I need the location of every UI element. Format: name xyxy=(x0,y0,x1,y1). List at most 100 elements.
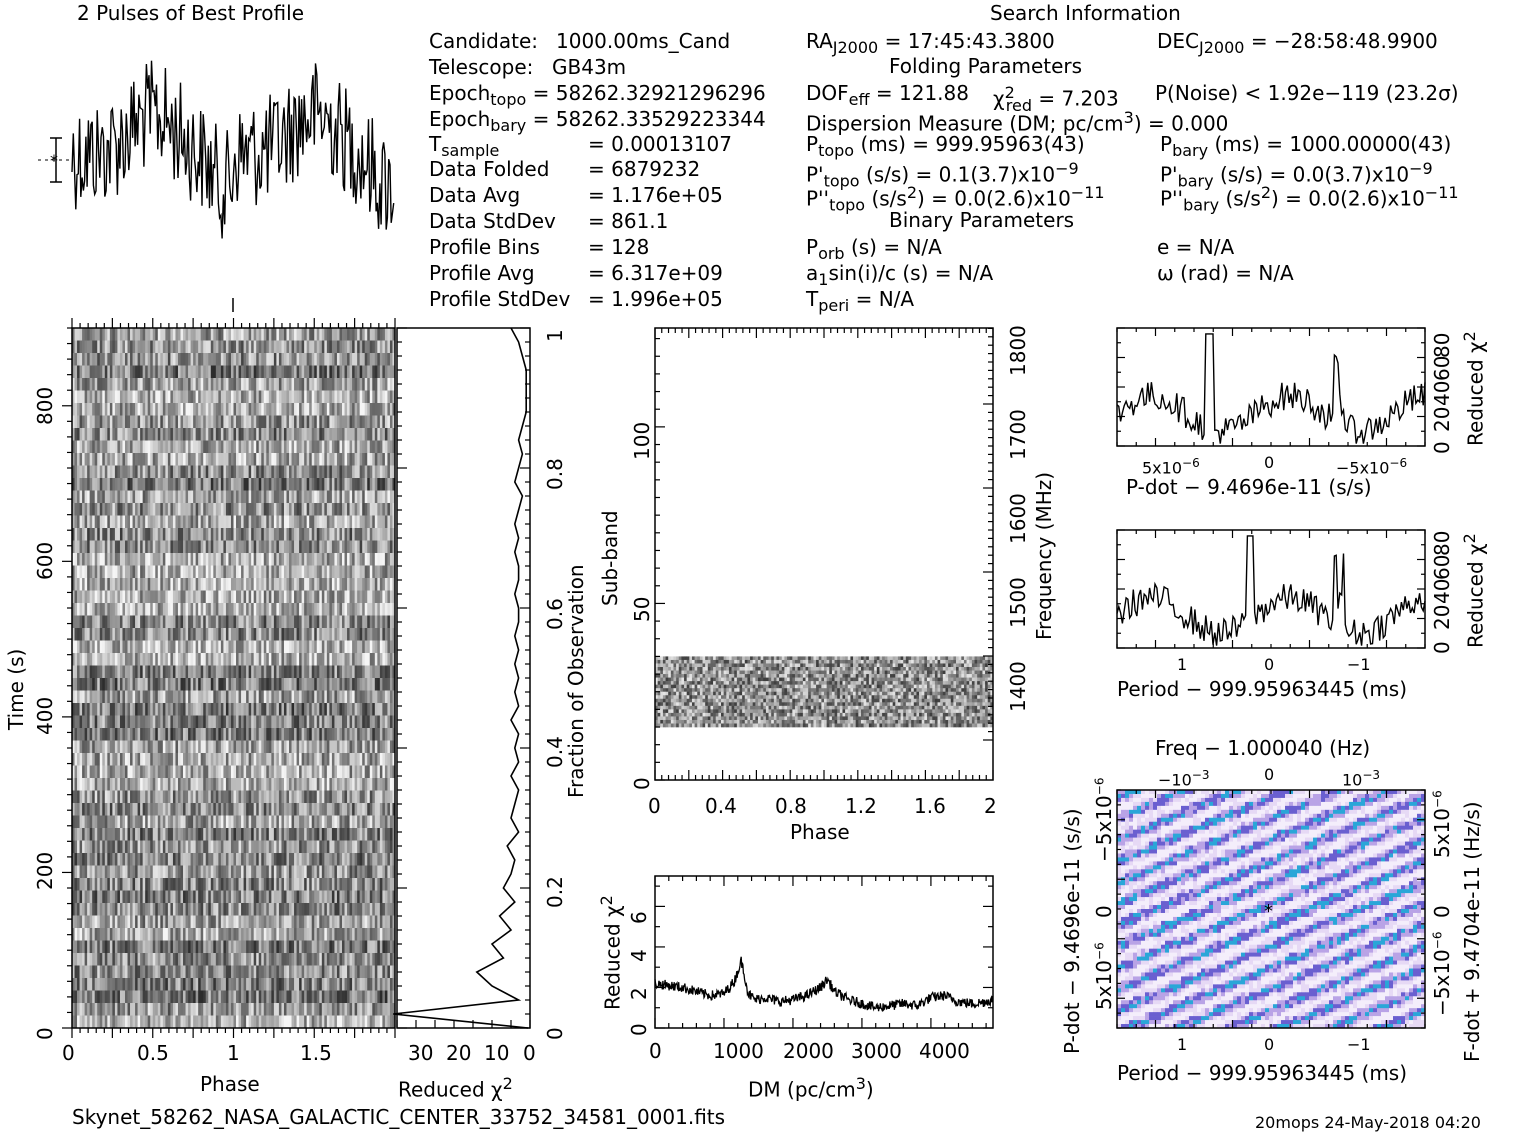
tp-cell xyxy=(251,753,254,766)
tp-cell xyxy=(352,341,355,354)
tp-cell xyxy=(286,428,289,441)
tp-cell xyxy=(122,666,125,679)
tp-cell xyxy=(264,803,267,816)
tp-cell xyxy=(135,603,138,616)
tp-cell xyxy=(143,591,146,604)
tp-cell xyxy=(239,541,242,554)
tp-cell xyxy=(269,591,272,604)
tp-cell xyxy=(352,766,355,779)
tp-cell xyxy=(117,616,120,629)
tp-cell xyxy=(355,528,358,541)
tp-cell xyxy=(375,366,378,379)
tp-cell xyxy=(221,441,224,454)
tp-cell xyxy=(380,766,383,779)
tp-cell xyxy=(385,703,388,716)
tp-cell xyxy=(92,803,95,816)
tp-cell xyxy=(382,678,385,691)
tp-cell xyxy=(387,666,390,679)
tp-cell xyxy=(286,528,289,541)
tp-cell xyxy=(193,778,196,791)
tp-cell xyxy=(107,641,110,654)
tp-cell xyxy=(352,778,355,791)
tp-cell xyxy=(145,416,148,429)
tp-cell xyxy=(115,653,118,666)
tp-cell xyxy=(105,753,108,766)
tp-cell xyxy=(276,703,279,716)
tp-cell xyxy=(153,741,156,754)
tp-cell xyxy=(279,678,282,691)
tp-cell xyxy=(77,428,80,441)
tp-cell xyxy=(292,653,295,666)
tp-cell xyxy=(322,566,325,579)
tp-cell xyxy=(75,416,78,429)
tp-cell xyxy=(181,628,184,641)
tp-cell xyxy=(362,391,365,404)
tp-cell xyxy=(165,353,168,366)
tp-cell xyxy=(117,778,120,791)
tp-cell xyxy=(375,566,378,579)
tp-cell xyxy=(332,766,335,779)
tp-cell xyxy=(153,516,156,529)
tp-cell xyxy=(218,353,221,366)
tp-cell xyxy=(125,741,128,754)
tp-cell xyxy=(122,441,125,454)
tp-cell xyxy=(292,428,295,441)
tp-cell xyxy=(122,778,125,791)
tp-cell xyxy=(234,503,237,516)
tp-cell xyxy=(347,341,350,354)
tp-cell xyxy=(226,491,229,504)
tp-cell xyxy=(286,378,289,391)
tp-cell xyxy=(279,453,282,466)
tp-cell xyxy=(322,416,325,429)
tp-cell xyxy=(322,766,325,779)
tp-cell xyxy=(347,391,350,404)
tp-cell xyxy=(274,703,277,716)
tp-cell xyxy=(314,591,317,604)
tp-cell xyxy=(178,366,181,379)
tp-cell xyxy=(155,766,158,779)
tp-cell xyxy=(292,716,295,729)
tp-cell xyxy=(97,366,100,379)
tp-cell xyxy=(355,616,358,629)
tp-cell xyxy=(216,403,219,416)
tp-cell xyxy=(276,353,279,366)
tp-cell xyxy=(264,653,267,666)
tp-cell xyxy=(178,641,181,654)
tp-cell xyxy=(138,641,141,654)
tp-cell xyxy=(382,791,385,804)
tp-cell xyxy=(117,353,120,366)
tp-cell xyxy=(228,528,231,541)
tp-cell xyxy=(160,566,163,579)
tp-cell xyxy=(133,728,136,741)
tp-cell xyxy=(365,503,368,516)
tp-cell xyxy=(186,541,189,554)
tp-cell xyxy=(150,716,153,729)
tp-cell xyxy=(377,591,380,604)
tp-cell xyxy=(256,791,259,804)
tp-cell xyxy=(357,766,360,779)
tp-cell xyxy=(82,666,85,679)
tp-cell xyxy=(218,578,221,591)
tp-cell xyxy=(153,341,156,354)
tp-cell xyxy=(178,766,181,779)
tp-cell xyxy=(107,678,110,691)
tp-cell xyxy=(317,716,320,729)
tp-cell xyxy=(319,466,322,479)
tp-cell xyxy=(181,566,184,579)
tp-cell xyxy=(284,353,287,366)
tp-cell xyxy=(246,516,249,529)
tp-cell xyxy=(236,503,239,516)
tp-cell xyxy=(271,653,274,666)
tp-cell xyxy=(206,628,209,641)
tp-cell xyxy=(292,503,295,516)
tp-cell xyxy=(327,441,330,454)
tp-cell xyxy=(382,353,385,366)
tp-cell xyxy=(317,378,320,391)
tp-cell xyxy=(107,341,110,354)
tp-cell xyxy=(206,778,209,791)
tp-cell xyxy=(155,553,158,566)
tp-cell xyxy=(362,428,365,441)
tp-cell xyxy=(259,503,262,516)
tp-cell xyxy=(135,703,138,716)
tp-cell xyxy=(269,666,272,679)
